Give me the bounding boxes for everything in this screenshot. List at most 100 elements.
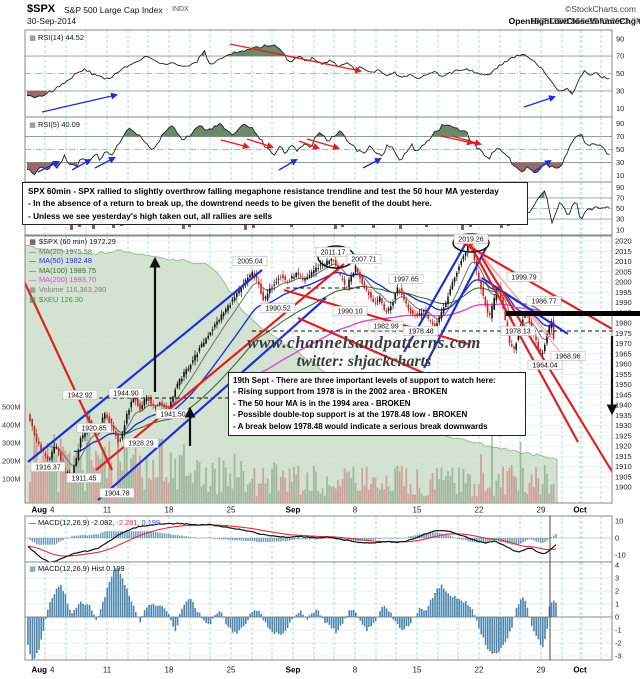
svg-text:Sep: Sep: [286, 506, 301, 515]
svg-text:11: 11: [103, 506, 112, 515]
svg-text:50: 50: [616, 145, 624, 154]
volume-axis-label: 300M: [2, 439, 21, 448]
svg-text:11: 11: [103, 666, 112, 675]
svg-text:1911.45: 1911.45: [72, 476, 97, 483]
svg-text:10: 10: [616, 104, 624, 113]
svg-text:30: 30: [616, 87, 624, 96]
svg-text:1905: 1905: [615, 472, 632, 481]
rsi5-panel: 90 70 50 30 10: [24, 116, 624, 183]
note-line: - A break below 1978.48 would indicate a…: [233, 421, 488, 431]
note-line: - Unless we see yesterday's high taken o…: [28, 210, 273, 221]
exchange-tag: INDX: [172, 6, 189, 13]
quote-value: 23.0M: [619, 16, 640, 26]
svg-text:90: 90: [616, 119, 624, 128]
svg-text:1942.92: 1942.92: [67, 393, 92, 400]
svg-text:1920: 1920: [615, 442, 632, 451]
svg-text:1968.96: 1968.96: [555, 354, 580, 361]
svg-text:1944.90: 1944.90: [113, 391, 138, 398]
quote-value: 1978.21: [530, 16, 562, 26]
rsi14-panel: 90 70 50 30 10: [24, 29, 624, 118]
quote-value: 1972.29: [589, 16, 621, 26]
svg-text:-10: -10: [615, 551, 626, 560]
svg-text:50: 50: [616, 69, 624, 78]
svg-text:2011.17: 2011.17: [321, 250, 346, 257]
svg-text:1916.37: 1916.37: [35, 465, 60, 472]
analysis-note-support-levels: 19th Sept - There are three important le…: [228, 372, 526, 436]
svg-text:1904.78: 1904.78: [104, 491, 129, 498]
volume-axis-label: 400M: [2, 421, 21, 430]
svg-text:4: 4: [50, 666, 55, 675]
note-line: - Possible double-top support is at the …: [233, 410, 468, 420]
svg-text:1990.10: 1990.10: [337, 309, 362, 316]
svg-text:1982.99: 1982.99: [373, 324, 398, 331]
quote-label: Chg: [619, 16, 636, 26]
svg-text:18: 18: [165, 506, 174, 515]
stockcharts-credit: ©StockCharts.com: [565, 4, 636, 14]
svg-text:70: 70: [616, 194, 624, 203]
svg-text:Oct: Oct: [573, 506, 587, 515]
svg-text:70: 70: [616, 52, 624, 61]
svg-text:1945: 1945: [615, 390, 632, 399]
svg-text:1930: 1930: [615, 421, 632, 430]
svg-text:25: 25: [227, 506, 236, 515]
svg-text:22: 22: [475, 506, 484, 515]
svg-text:4: 4: [50, 506, 55, 515]
price-annotations: 2005.04 2011.17 2007.71 1997.65 2019.26 1999.…: [30, 233, 586, 498]
svg-text:1990: 1990: [615, 298, 632, 307]
svg-text:1965: 1965: [615, 349, 632, 358]
svg-text:1995: 1995: [615, 288, 632, 297]
quote-label: Volume: [589, 16, 620, 26]
svg-text:50: 50: [616, 204, 624, 213]
svg-text:15: 15: [413, 506, 422, 515]
svg-text:1940: 1940: [615, 401, 632, 410]
svg-text:1990.52: 1990.52: [265, 306, 290, 313]
svg-text:1970: 1970: [615, 339, 632, 348]
svg-text:1955: 1955: [615, 370, 632, 379]
svg-text:1997.65: 1997.65: [393, 277, 418, 284]
note-line: 19th Sept - There are three important le…: [233, 376, 496, 385]
svg-text:15: 15: [413, 666, 422, 675]
svg-text:4: 4: [615, 561, 619, 570]
svg-text:1920.85: 1920.85: [81, 426, 106, 433]
macd-panel: 10 0 -10: [24, 515, 626, 563]
volume-axis-label: 100M: [2, 475, 21, 484]
symbol: $SPX: [27, 3, 56, 15]
heavy-resistance-bar: [506, 311, 640, 316]
svg-text:90: 90: [616, 183, 624, 192]
svg-text:10: 10: [616, 225, 624, 234]
svg-text:1900: 1900: [615, 483, 632, 492]
note-line: - In the absence of a return to break up…: [28, 198, 432, 209]
svg-text:90: 90: [616, 34, 624, 43]
quote-strip: Open 1978.21 High 1985.17 Low 1968.96 Cl…: [509, 16, 640, 26]
quote-label: High: [530, 16, 550, 26]
svg-text:8: 8: [353, 666, 358, 675]
svg-text:Aug: Aug: [31, 506, 47, 515]
svg-text:1910: 1910: [615, 462, 632, 471]
svg-text:25: 25: [227, 666, 236, 675]
svg-text:22: 22: [475, 666, 484, 675]
index-name: S&P 500 Large Cap Index: [64, 5, 163, 15]
svg-text:2005.04: 2005.04: [237, 259, 262, 266]
svg-text:18: 18: [165, 666, 174, 675]
svg-text:1915: 1915: [615, 452, 632, 461]
svg-text:29: 29: [537, 506, 546, 515]
svg-text:2020: 2020: [615, 237, 632, 246]
svg-text:1925: 1925: [615, 431, 632, 440]
date-axis: Aug 4 11 18 25 Sep 8 15 22 29 Oct: [31, 506, 587, 515]
quote-value: 1968.96: [566, 16, 597, 26]
svg-text:1960: 1960: [615, 360, 632, 369]
svg-text:1978.48: 1978.48: [408, 329, 433, 336]
volume-axis-label: 200M: [2, 457, 21, 466]
svg-text:10: 10: [616, 171, 624, 180]
svg-text:Oct: Oct: [573, 666, 587, 675]
analysis-note-top: SPX 60min - SPX rallied to slightly over…: [22, 182, 528, 225]
macd-histogram-panel: 4 3 2 1 0 -1 -2 -3: [24, 561, 622, 661]
svg-text:1980: 1980: [615, 319, 632, 328]
svg-text:-3: -3: [615, 652, 622, 661]
change-dropdown-arrow[interactable]: ▼: [636, 16, 640, 26]
svg-text:29: 29: [537, 666, 546, 675]
quote-value: 1985.17: [549, 16, 580, 26]
svg-text:2010: 2010: [615, 257, 632, 266]
